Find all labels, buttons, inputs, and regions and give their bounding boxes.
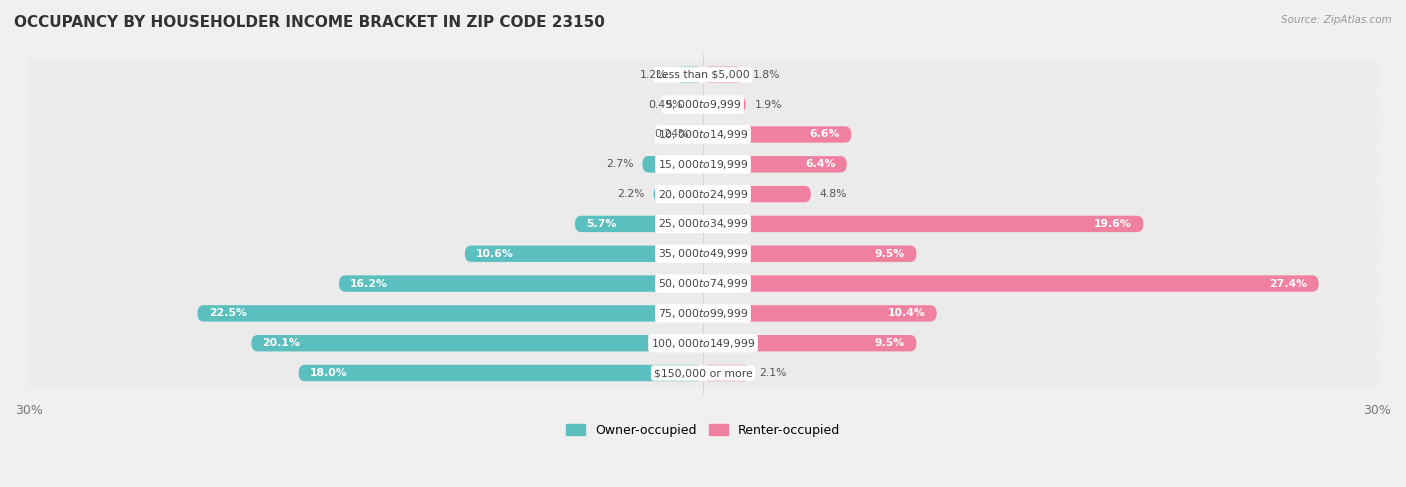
Text: 2.7%: 2.7% (606, 159, 633, 169)
FancyBboxPatch shape (339, 275, 703, 292)
FancyBboxPatch shape (703, 305, 936, 321)
Text: 5.7%: 5.7% (586, 219, 617, 229)
Text: $25,000 to $34,999: $25,000 to $34,999 (658, 217, 748, 230)
Text: 2.2%: 2.2% (617, 189, 644, 199)
FancyBboxPatch shape (30, 299, 1376, 328)
Text: $35,000 to $49,999: $35,000 to $49,999 (658, 247, 748, 260)
Text: 19.6%: 19.6% (1094, 219, 1132, 229)
FancyBboxPatch shape (676, 67, 703, 83)
FancyBboxPatch shape (30, 239, 1376, 268)
FancyBboxPatch shape (30, 328, 1376, 358)
FancyBboxPatch shape (30, 358, 1376, 388)
FancyBboxPatch shape (692, 96, 703, 113)
FancyBboxPatch shape (30, 269, 1376, 299)
Text: 6.4%: 6.4% (806, 159, 835, 169)
Text: 6.6%: 6.6% (810, 130, 839, 139)
Text: 20.1%: 20.1% (263, 338, 301, 348)
FancyBboxPatch shape (654, 186, 703, 202)
Text: $100,000 to $149,999: $100,000 to $149,999 (651, 337, 755, 350)
Text: 2.1%: 2.1% (759, 368, 787, 378)
FancyBboxPatch shape (703, 365, 751, 381)
Text: 0.24%: 0.24% (654, 130, 689, 139)
FancyBboxPatch shape (703, 275, 1319, 292)
Text: $20,000 to $24,999: $20,000 to $24,999 (658, 187, 748, 201)
FancyBboxPatch shape (703, 96, 745, 113)
FancyBboxPatch shape (703, 186, 811, 202)
FancyBboxPatch shape (30, 179, 1376, 209)
Text: 22.5%: 22.5% (208, 308, 246, 318)
Legend: Owner-occupied, Renter-occupied: Owner-occupied, Renter-occupied (561, 419, 845, 442)
FancyBboxPatch shape (703, 67, 744, 83)
Text: 1.2%: 1.2% (640, 70, 666, 80)
Text: $150,000 or more: $150,000 or more (654, 368, 752, 378)
Text: $50,000 to $74,999: $50,000 to $74,999 (658, 277, 748, 290)
FancyBboxPatch shape (703, 126, 851, 143)
Text: 16.2%: 16.2% (350, 279, 388, 289)
Text: Source: ZipAtlas.com: Source: ZipAtlas.com (1281, 15, 1392, 25)
Text: 1.8%: 1.8% (752, 70, 780, 80)
Text: 4.8%: 4.8% (820, 189, 848, 199)
FancyBboxPatch shape (703, 245, 917, 262)
FancyBboxPatch shape (465, 245, 703, 262)
FancyBboxPatch shape (30, 90, 1376, 119)
Text: $75,000 to $99,999: $75,000 to $99,999 (658, 307, 748, 320)
Text: 18.0%: 18.0% (309, 368, 347, 378)
FancyBboxPatch shape (703, 156, 846, 172)
FancyBboxPatch shape (252, 335, 703, 352)
Text: 1.9%: 1.9% (755, 100, 782, 110)
Text: 0.49%: 0.49% (648, 100, 683, 110)
Text: 27.4%: 27.4% (1270, 279, 1308, 289)
Text: 10.6%: 10.6% (477, 249, 515, 259)
Text: $10,000 to $14,999: $10,000 to $14,999 (658, 128, 748, 141)
FancyBboxPatch shape (197, 305, 703, 321)
FancyBboxPatch shape (30, 60, 1376, 90)
FancyBboxPatch shape (30, 150, 1376, 179)
FancyBboxPatch shape (298, 365, 703, 381)
FancyBboxPatch shape (575, 216, 703, 232)
Text: 9.5%: 9.5% (875, 249, 905, 259)
Text: $5,000 to $9,999: $5,000 to $9,999 (665, 98, 741, 111)
Text: $15,000 to $19,999: $15,000 to $19,999 (658, 158, 748, 171)
FancyBboxPatch shape (703, 216, 1143, 232)
FancyBboxPatch shape (697, 126, 704, 143)
FancyBboxPatch shape (703, 335, 917, 352)
FancyBboxPatch shape (30, 120, 1376, 149)
Text: Less than $5,000: Less than $5,000 (657, 70, 749, 80)
Text: 10.4%: 10.4% (887, 308, 925, 318)
FancyBboxPatch shape (30, 209, 1376, 239)
FancyBboxPatch shape (643, 156, 703, 172)
Text: 9.5%: 9.5% (875, 338, 905, 348)
Text: OCCUPANCY BY HOUSEHOLDER INCOME BRACKET IN ZIP CODE 23150: OCCUPANCY BY HOUSEHOLDER INCOME BRACKET … (14, 15, 605, 30)
